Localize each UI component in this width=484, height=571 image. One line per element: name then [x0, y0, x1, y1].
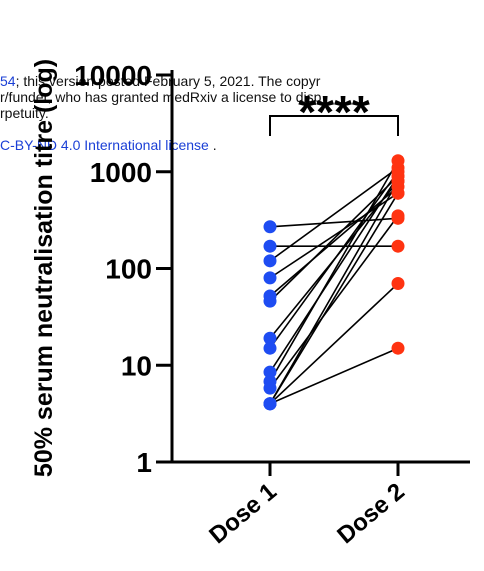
- pair-lines: [269, 160, 399, 405]
- dose2-point: [391, 154, 405, 168]
- pair-line: [269, 347, 399, 405]
- data-points: [263, 154, 405, 411]
- dose2-point: [391, 174, 405, 188]
- dose1-point: [263, 365, 277, 379]
- x-tick-label: Dose 2: [332, 478, 410, 549]
- watermark-line-2: r/funder, who has granted medRxiv a lice…: [0, 89, 322, 105]
- pair-line: [269, 215, 399, 389]
- watermark-line-4: C-BY-ND 4.0 International license .: [0, 137, 217, 153]
- dose1-point: [263, 331, 277, 345]
- significance-stars: ****: [298, 86, 370, 138]
- watermark-link-4[interactable]: C-BY-ND 4.0 International license: [0, 137, 209, 153]
- dose1-point: [263, 271, 277, 285]
- dose1-point: [263, 381, 277, 395]
- pair-line: [269, 167, 399, 262]
- dose2-point: [391, 209, 405, 223]
- pair-line: [269, 186, 399, 297]
- y-tick-label: 1: [136, 447, 152, 478]
- y-tick-label: 1000: [90, 157, 152, 188]
- pair-line: [269, 180, 399, 405]
- axis-labels: 1 10 100 1000 10000 Dose 1 Dose 2 50% serum neu…: [30, 59, 410, 549]
- pair-line: [269, 175, 399, 373]
- dose2-point: [391, 239, 405, 253]
- dose1-point: [263, 254, 277, 268]
- dose2-point: [391, 186, 405, 200]
- dose1-point: [263, 397, 277, 411]
- y-tick-label: 10000: [74, 60, 152, 91]
- y-tick-label: 10: [121, 350, 152, 381]
- watermark-link-1[interactable]: 54: [0, 73, 16, 89]
- dose2-point: [391, 276, 405, 290]
- significance-bracket: [269, 115, 399, 136]
- x-tick-label: Dose 1: [204, 478, 282, 549]
- y-axis-title: 50% serum neutralisation titre (log): [30, 59, 58, 477]
- watermark-line-3: rpetuity.: [0, 105, 49, 121]
- dose1-point: [263, 239, 277, 253]
- dose1-point: [263, 294, 277, 308]
- pair-line: [269, 160, 399, 382]
- pair-line: [269, 282, 399, 405]
- watermark-line-1: 54; this version posted February 5, 2021…: [0, 73, 321, 89]
- axes: [156, 70, 470, 476]
- dose1-point: [263, 220, 277, 234]
- dose1-point: [263, 341, 277, 355]
- pair-line: [269, 171, 399, 349]
- dose2-point: [391, 341, 405, 355]
- y-tick-label: 100: [105, 254, 152, 285]
- pair-line: [269, 192, 399, 405]
